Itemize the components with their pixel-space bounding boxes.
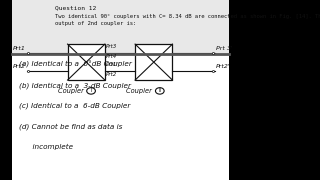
Text: (a) Identical to a  0°dB Coupler: (a) Identical to a 0°dB Coupler [19, 61, 132, 68]
Text: Prt1': Prt1' [106, 62, 119, 67]
Text: II: II [158, 88, 161, 93]
Text: (d) Cannot be find as data is: (d) Cannot be find as data is [19, 123, 123, 130]
Text: Prt3: Prt3 [106, 44, 117, 49]
Text: Question 12: Question 12 [55, 5, 97, 10]
Bar [12, 0, 229, 54]
Text: I: I [90, 88, 92, 93]
Text: Prt4: Prt4 [106, 54, 117, 59]
Bar [68, 44, 105, 80]
Text: Two identical 90° couplers with C= 8.34 dB are connected as shown in Fig. [14]. : Two identical 90° couplers with C= 8.34 … [55, 14, 320, 26]
Text: Coupler: Coupler [126, 88, 154, 94]
Text: Prt2': Prt2' [216, 64, 230, 69]
Text: Prt2: Prt2 [13, 64, 26, 69]
Text: Prt1: Prt1 [13, 46, 26, 51]
Text: (b) Identical to a  3-dB Coupler: (b) Identical to a 3-dB Coupler [19, 82, 131, 89]
Text: Prt2: Prt2 [106, 72, 117, 77]
Text: incomplete: incomplete [19, 144, 73, 150]
Bar [12, 54, 229, 180]
Text: Prt 3': Prt 3' [216, 46, 233, 51]
Text: (c) Identical to a  6-dB Coupler: (c) Identical to a 6-dB Coupler [19, 103, 131, 109]
Bar [135, 44, 172, 80]
Text: Coupler: Coupler [58, 88, 86, 94]
